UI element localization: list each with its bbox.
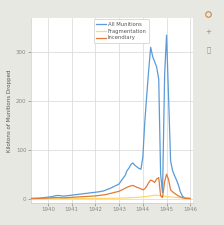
Incendiary xyxy=(153,181,156,184)
Fragmentation xyxy=(147,195,150,198)
Fragmentation xyxy=(118,197,121,200)
Line: All Munitions: All Munitions xyxy=(30,35,190,198)
Y-axis label: Kilotons of Munitions Dropped: Kilotons of Munitions Dropped xyxy=(7,69,12,151)
Fragmentation xyxy=(35,197,37,200)
Incendiary xyxy=(157,176,160,179)
Fragmentation xyxy=(47,197,49,200)
All Munitions xyxy=(104,189,107,192)
Fragmentation xyxy=(29,197,32,200)
Incendiary xyxy=(104,193,107,196)
Fragmentation xyxy=(94,197,97,200)
Fragmentation xyxy=(82,197,85,200)
Line: Incendiary: Incendiary xyxy=(30,174,190,199)
Fragmentation xyxy=(70,197,73,200)
Incendiary xyxy=(189,197,192,200)
Fragmentation xyxy=(53,197,55,200)
Fragmentation xyxy=(171,196,174,198)
Incendiary xyxy=(66,196,69,199)
Fragmentation xyxy=(106,197,109,200)
All Munitions xyxy=(74,193,77,196)
Fragmentation xyxy=(112,197,114,200)
Fragmentation xyxy=(100,197,103,200)
Incendiary xyxy=(74,196,77,198)
Fragmentation xyxy=(177,196,180,199)
Line: Fragmentation: Fragmentation xyxy=(30,195,190,199)
Fragmentation xyxy=(159,194,162,197)
Text: ⌕: ⌕ xyxy=(206,46,210,53)
Incendiary xyxy=(29,197,32,200)
Fragmentation xyxy=(124,197,126,199)
All Munitions xyxy=(189,197,192,200)
Fragmentation xyxy=(165,195,168,198)
Fragmentation xyxy=(88,197,91,200)
All Munitions xyxy=(153,61,156,63)
All Munitions xyxy=(29,197,32,200)
Fragmentation xyxy=(189,197,192,200)
Fragmentation xyxy=(153,194,156,196)
Fragmentation xyxy=(76,197,79,200)
Text: +: + xyxy=(205,29,211,34)
All Munitions xyxy=(165,34,168,36)
Fragmentation xyxy=(58,197,61,200)
Fragmentation xyxy=(41,197,43,200)
Fragmentation xyxy=(142,196,144,198)
Fragmentation xyxy=(65,197,67,200)
All Munitions xyxy=(72,194,75,196)
All Munitions xyxy=(157,78,160,80)
Incendiary xyxy=(72,196,75,199)
Fragmentation xyxy=(183,197,186,199)
Incendiary xyxy=(165,173,168,176)
All Munitions xyxy=(66,194,69,197)
Fragmentation xyxy=(130,196,132,199)
Legend: All Munitions, Fragmentation, Incendiary: All Munitions, Fragmentation, Incendiary xyxy=(94,19,149,43)
Fragmentation xyxy=(136,196,138,199)
